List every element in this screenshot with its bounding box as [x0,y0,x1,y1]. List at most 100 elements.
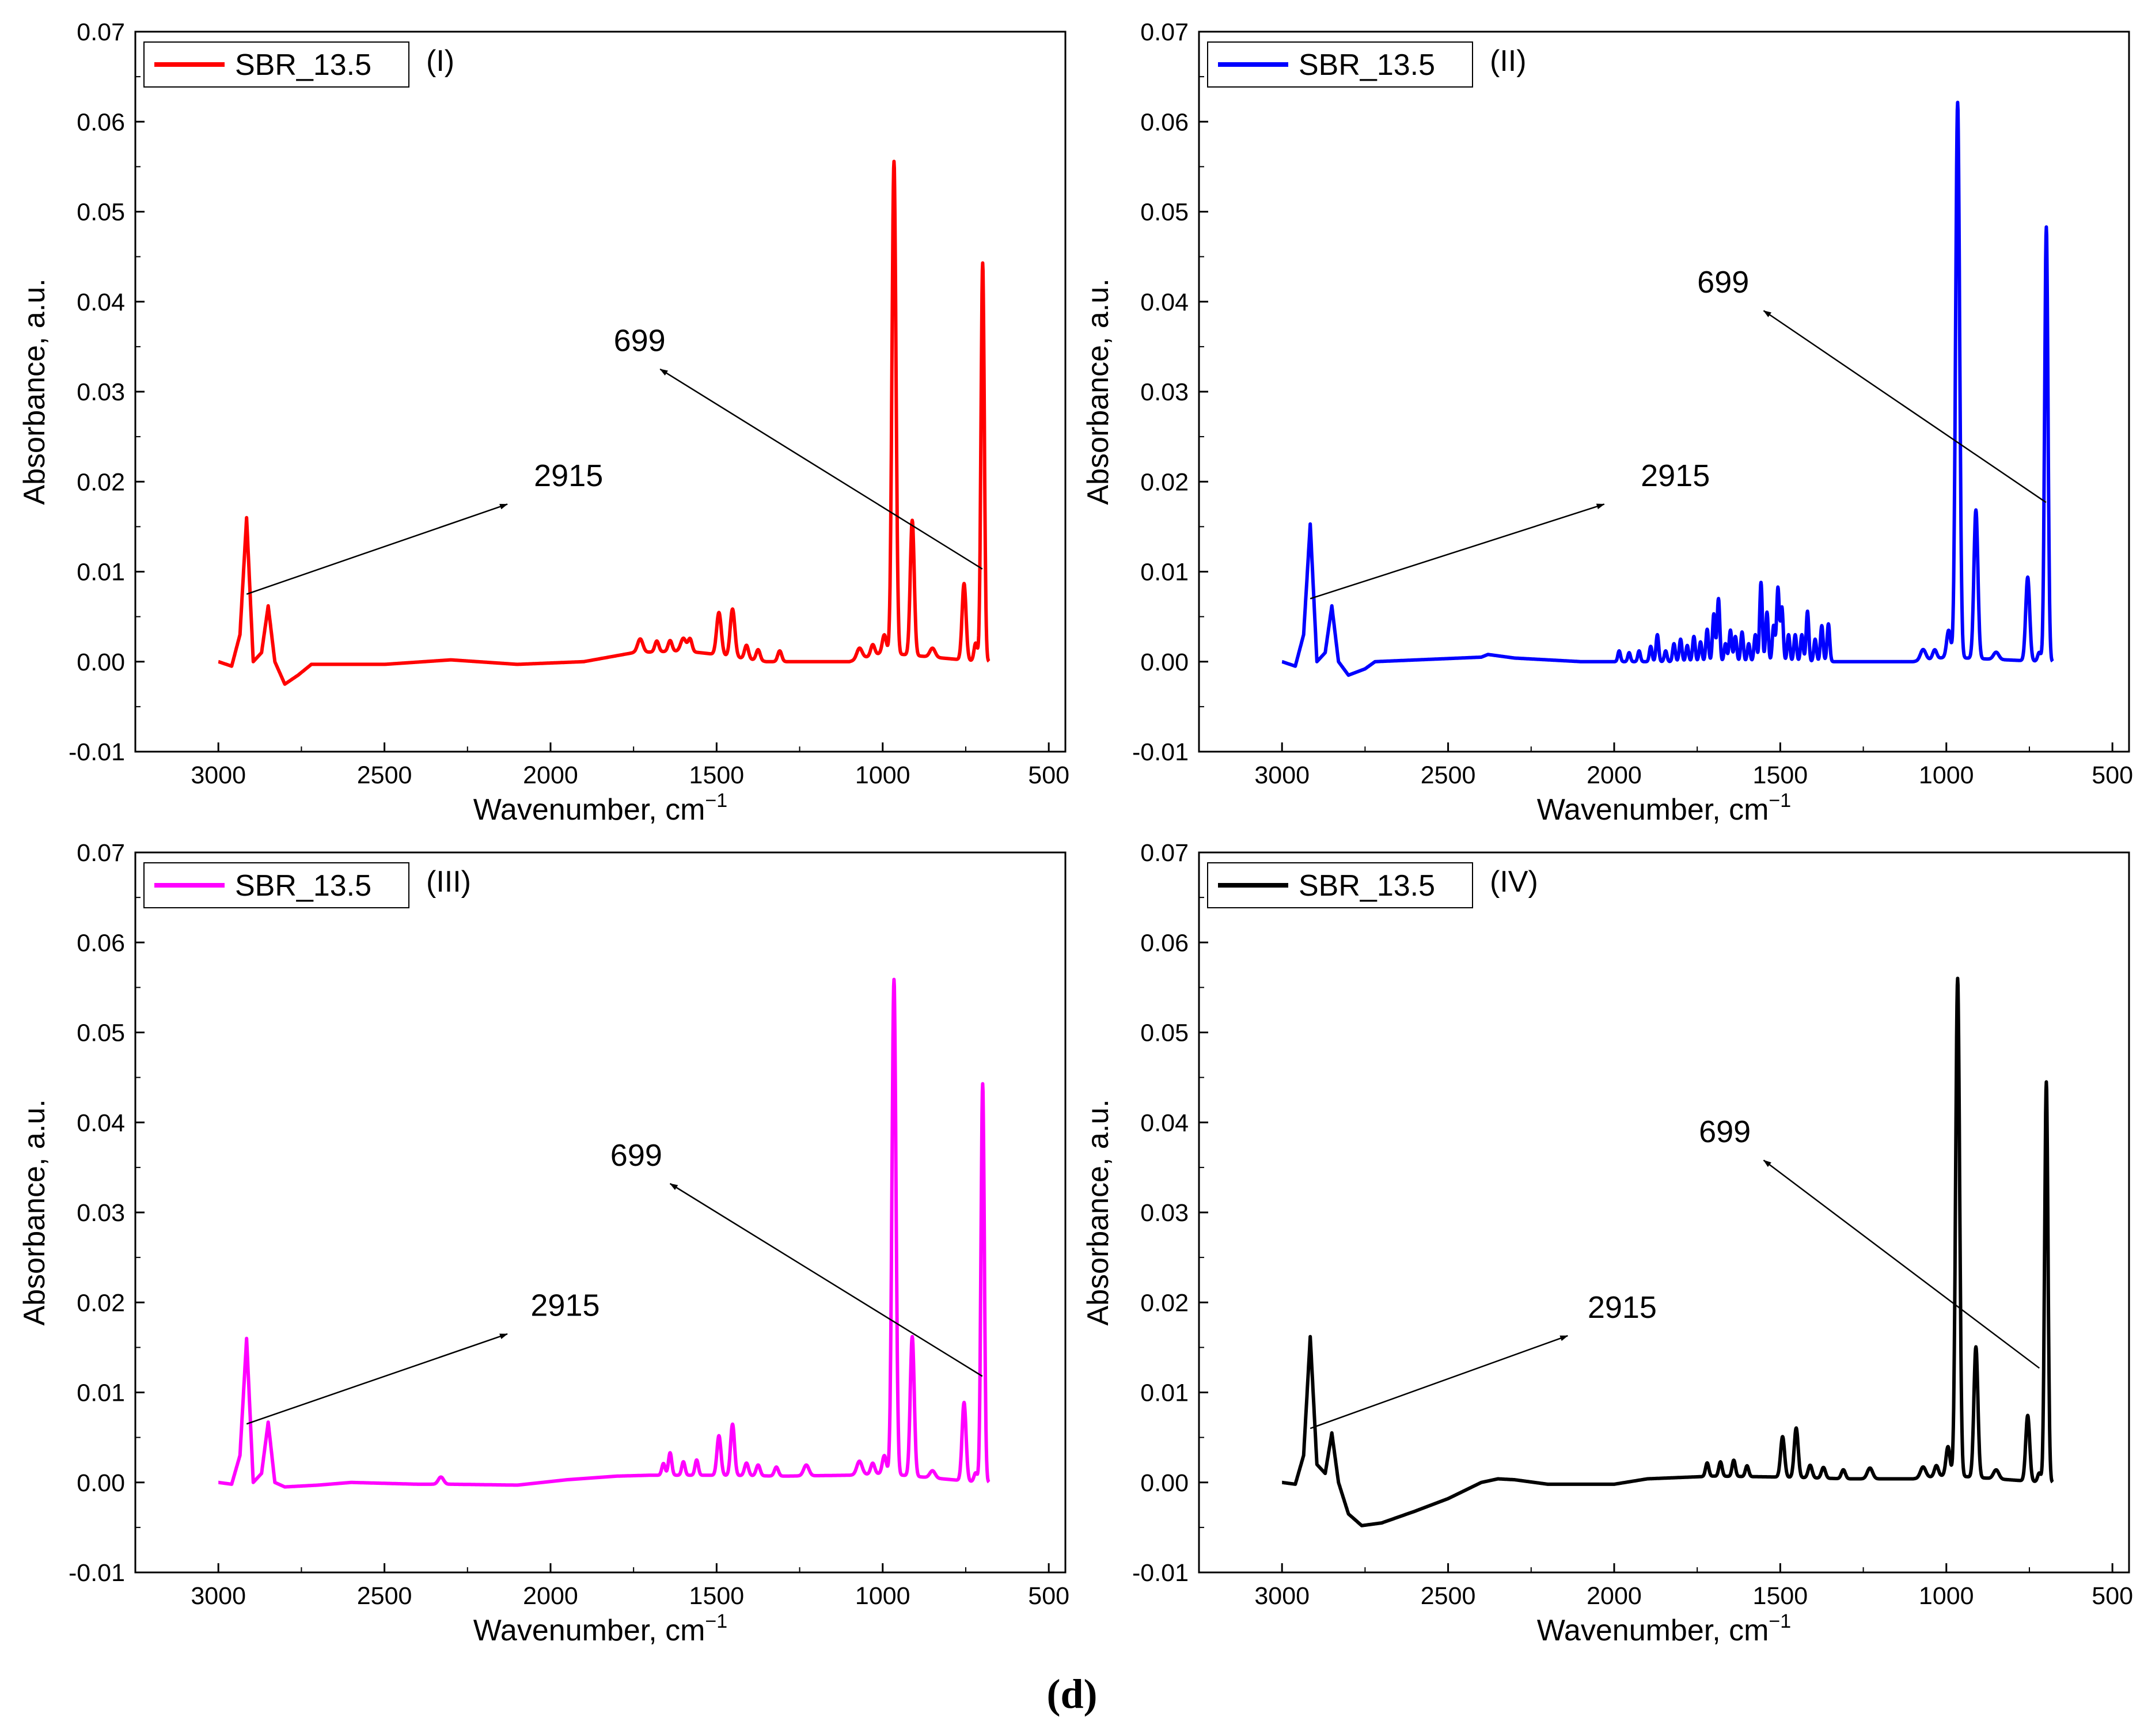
plot-frame [1198,851,2130,1574]
annotation-arrow [1310,1335,1569,1430]
x-tick-label: 1500 [689,1582,745,1610]
y-tick-label: 0.04 [1140,289,1189,316]
x-tick-label: 3000 [1254,1582,1310,1610]
y-tick-label: 0.05 [1140,199,1189,226]
y-tick-label: 0.02 [1140,468,1189,496]
y-tick-label: 0.06 [1140,108,1189,136]
x-tick-label: 1000 [1919,1582,1974,1610]
annotation-arrow [659,368,983,570]
x-axis-label: Wavenumber, cm−1 [1537,1610,1791,1647]
y-axis-label: Absorbance, a.u. [18,1099,51,1325]
x-tick-label: 2500 [1421,1582,1476,1610]
y-tick-label: 0.00 [77,1469,125,1497]
y-tick-label: 0.00 [77,649,125,676]
x-axis-label: Wavenumber, cm−1 [1537,790,1791,827]
annotation-label: 2915 [534,458,603,493]
y-tick-label: 0.05 [1140,1019,1189,1047]
annotation-arrow [1763,1159,2040,1369]
x-tick-label: 2000 [1587,761,1642,789]
annotation-label: 2915 [1641,458,1710,493]
y-tick-label: 0.03 [77,378,125,406]
chart-panel-3: -0.01 0.00 0.01 0.02 0.03 0.04 0.05 0.06 0.07 300… [18,839,1069,1647]
x-tick-label: 1500 [1753,761,1808,789]
y-tick-label: -0.01 [1132,1559,1189,1587]
x-tick-label: 3000 [191,1582,246,1610]
plot-frame [134,851,1067,1574]
x-tick-label: 2000 [523,761,578,789]
x-tick-label: 2500 [357,761,412,789]
annotation-label: 699 [614,324,666,358]
y-tick-label: 0.07 [77,18,125,46]
x-axis-label: Wavenumber, cm−1 [473,1610,727,1647]
chart-panel-2: -0.01 0.00 0.01 0.02 0.03 0.04 0.05 0.06 0.07 300… [1082,18,2133,827]
panel-tag: (I) [426,44,454,78]
y-tick-label: 0.02 [77,1289,125,1317]
legend-label: SBR_13.5 [1299,869,1435,903]
y-tick-label: 0.03 [1140,1199,1189,1227]
x-tick-label: 3000 [191,761,246,789]
x-tick-label: 500 [1028,761,1069,789]
legend-label: SBR_13.5 [235,869,371,903]
y-tick-label: 0.01 [77,559,125,586]
x-tick-label: 500 [2092,761,2133,789]
y-tick-label: 0.00 [1140,649,1189,676]
annotation-arrow [1310,503,1605,600]
y-tick-label: 0.07 [77,839,125,867]
annotation-arrow [246,503,508,595]
y-tick-label: 0.05 [77,1019,125,1047]
y-tick-label: 0.01 [77,1379,125,1407]
x-tick-label: 1000 [855,1582,910,1610]
y-tick-label: 0.01 [1140,1379,1189,1407]
y-tick-label: 0.07 [1140,18,1189,46]
x-tick-label: 2500 [1421,761,1476,789]
x-axis-label: Wavenumber, cm−1 [473,790,727,827]
annotation-label: 699 [1697,265,1749,300]
y-tick-label: 0.01 [1140,559,1189,586]
panel-tag: (IV) [1490,865,1538,899]
y-tick-label: -0.01 [69,738,125,766]
spectrum-line [217,160,991,686]
annotation-label: 2915 [1588,1290,1657,1325]
y-tick-label: 0.06 [77,929,125,957]
plot-frame [1198,31,2130,753]
legend-label: SBR_13.5 [235,48,371,82]
y-tick-label: 0.07 [1140,839,1189,867]
y-tick-label: 0.04 [77,1109,125,1137]
legend-label: SBR_13.5 [1299,48,1435,82]
annotation-arrow [246,1333,508,1425]
x-tick-label: 1500 [1753,1582,1808,1610]
figure-caption: (d) [0,1670,2144,1718]
annotation-label: 699 [610,1138,662,1173]
y-tick-label: 0.04 [77,289,125,316]
y-tick-label: 0.02 [1140,1289,1189,1317]
y-tick-label: 0.00 [1140,1469,1189,1497]
x-tick-label: 500 [2092,1582,2133,1610]
y-tick-label: 0.04 [1140,1109,1189,1137]
y-tick-label: -0.01 [1132,738,1189,766]
annotation-label: 2915 [530,1288,599,1323]
y-axis-label: Absorbance, a.u. [1082,278,1115,505]
x-tick-label: 2500 [357,1582,412,1610]
annotation-arrow [1763,310,2047,503]
panel-tag: (III) [426,865,471,899]
x-tick-label: 500 [1028,1582,1069,1610]
x-tick-label: 1500 [689,761,745,789]
spectrum-line [1280,100,2054,677]
y-tick-label: 0.03 [77,1199,125,1227]
y-tick-label: 0.06 [77,108,125,136]
y-tick-label: 0.02 [77,468,125,496]
y-tick-label: 0.03 [1140,378,1189,406]
figure-caption-text: (d) [1046,1671,1098,1717]
x-tick-label: 2000 [1587,1582,1642,1610]
y-tick-label: 0.06 [1140,929,1189,957]
y-axis-label: Absorbance, a.u. [1082,1099,1115,1325]
spectrum-line [217,977,991,1489]
y-tick-label: -0.01 [69,1559,125,1587]
x-tick-label: 2000 [523,1582,578,1610]
panel-tag: (II) [1490,44,1527,78]
annotation-label: 699 [1699,1115,1751,1149]
annotation-arrow [669,1182,983,1377]
y-axis-label: Absorbance, a.u. [18,278,51,505]
x-tick-label: 1000 [855,761,910,789]
